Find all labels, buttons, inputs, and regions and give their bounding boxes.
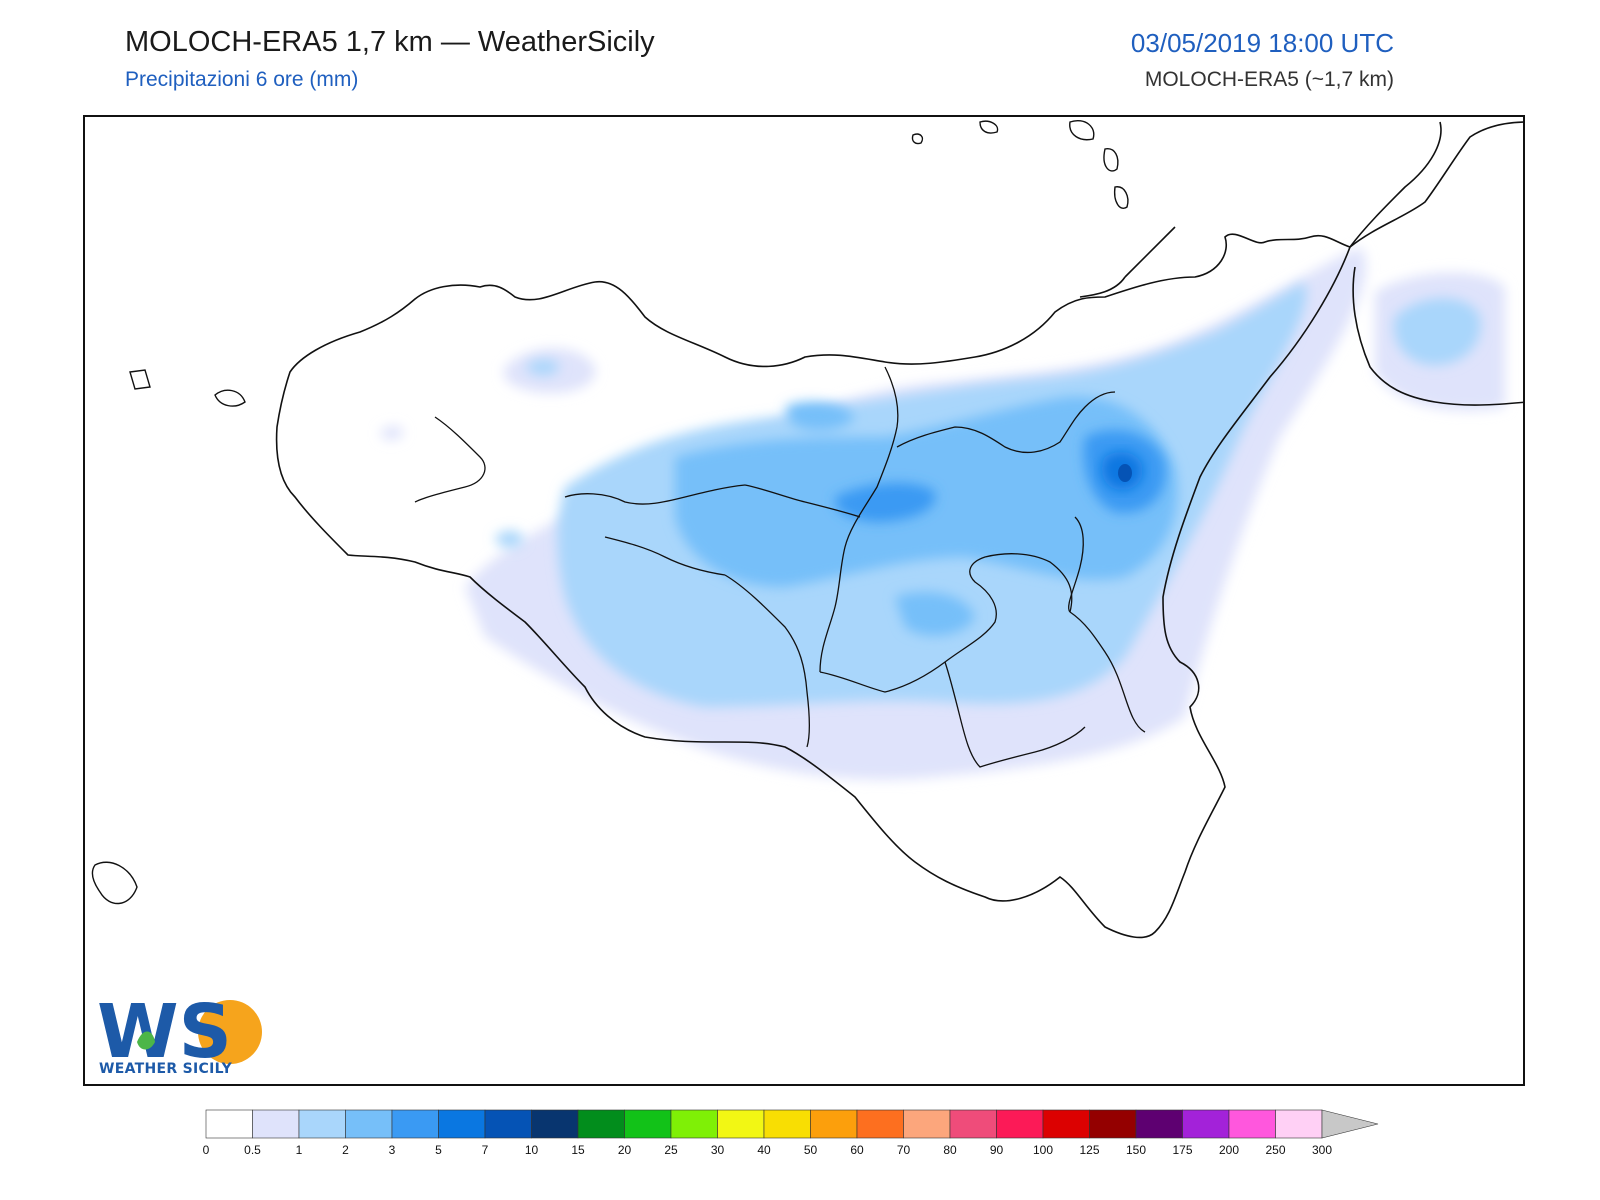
valid-datetime: 03/05/2019 18:00 UTC	[1130, 28, 1394, 58]
weathersicily-logo-icon: WS	[95, 987, 265, 1079]
legend-swatch	[531, 1109, 579, 1139]
legend-swatch	[391, 1109, 439, 1139]
logo-mark: WS	[97, 989, 232, 1075]
precipitation-map	[91, 120, 1523, 939]
legend-tick-label: 125	[1079, 1143, 1099, 1157]
legend-swatch	[1228, 1109, 1276, 1139]
legend-swatch	[484, 1109, 532, 1139]
islands	[91, 120, 1129, 905]
province-borders	[414, 366, 1146, 768]
map-frame: WS WEATHER SICILY	[83, 115, 1525, 1086]
legend-tick-label: 10	[525, 1143, 539, 1157]
legend-swatch	[717, 1109, 765, 1139]
legend-swatch	[577, 1109, 625, 1139]
legend-swatch	[763, 1109, 811, 1139]
legend-extend-arrow	[1321, 1109, 1379, 1139]
legend-swatch	[996, 1109, 1044, 1139]
legend-swatch	[1135, 1109, 1183, 1139]
legend-swatch	[438, 1109, 486, 1139]
logo-name: WEATHER SICILY	[99, 1061, 233, 1077]
legend-swatch	[1275, 1109, 1323, 1139]
legend-swatch	[670, 1109, 718, 1139]
legend-tick-label: 3	[389, 1143, 396, 1157]
legend-tick-label: 1	[296, 1143, 303, 1157]
precip-field-7	[1118, 464, 1132, 482]
legend-tick-label: 15	[571, 1143, 585, 1157]
legend-swatch	[1182, 1109, 1230, 1139]
legend-swatch	[810, 1109, 858, 1139]
legend-swatch	[252, 1109, 300, 1139]
legend-tick-label: 100	[1033, 1143, 1053, 1157]
legend-tick-label: 150	[1126, 1143, 1146, 1157]
coastline	[275, 121, 1523, 939]
map-title: MOLOCH-ERA5 1,7 km — WeatherSicily	[125, 26, 655, 58]
legend-tick-label: 70	[897, 1143, 911, 1157]
legend-tick-label: 90	[990, 1143, 1004, 1157]
legend-swatch	[345, 1109, 393, 1139]
legend-tick-label: 5	[435, 1143, 442, 1157]
legend-tick-label: 30	[711, 1143, 725, 1157]
model-label: MOLOCH-ERA5 (~1,7 km)	[1144, 68, 1394, 91]
legend-tick-label: 80	[943, 1143, 957, 1157]
logo-mark-icon: WS	[97, 989, 262, 1075]
legend-tick-label: 40	[757, 1143, 771, 1157]
legend-tick-label: 60	[850, 1143, 864, 1157]
legend-swatch	[1089, 1109, 1137, 1139]
legend-swatch	[856, 1109, 904, 1139]
legend-tick-label: 300	[1312, 1143, 1332, 1157]
legend-tick-label: 7	[482, 1143, 489, 1157]
legend-tick-label: 25	[664, 1143, 678, 1157]
legend-swatch	[903, 1109, 951, 1139]
legend-tick-label: 250	[1265, 1143, 1285, 1157]
legend-tick-label: 200	[1219, 1143, 1239, 1157]
legend-tick-label: 2	[342, 1143, 349, 1157]
legend-swatch	[205, 1109, 253, 1139]
map-subtitle: Precipitazioni 6 ore (mm)	[125, 68, 359, 91]
legend-colorbar: 0 0.5 1 2 3 5 7 10 15 20 25 30 40 50 60 70 80 90 100 125 150…	[203, 1109, 1379, 1157]
legend-tick-label: 50	[804, 1143, 818, 1157]
legend-tick-label: 0.5	[244, 1143, 261, 1157]
legend-swatch	[298, 1109, 346, 1139]
legend-tick-label: 175	[1172, 1143, 1192, 1157]
legend-tick-label: 0	[203, 1143, 210, 1157]
legend-tick-label: 20	[618, 1143, 632, 1157]
legend-swatch	[1042, 1109, 1090, 1139]
color-legend: 0 0.5 1 2 3 5 7 10 15 20 25 30 40 50 60 70 80 90 100 125 150…	[203, 1108, 1379, 1163]
legend-swatch	[624, 1109, 672, 1139]
legend-swatch	[949, 1109, 997, 1139]
